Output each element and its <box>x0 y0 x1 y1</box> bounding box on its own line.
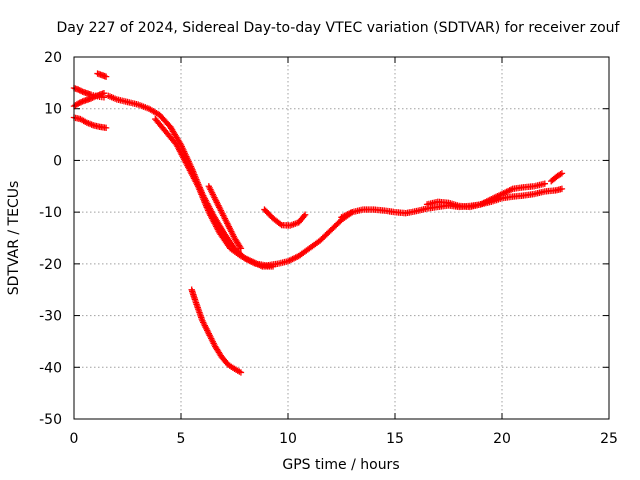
y-tick-label: -10 <box>39 205 62 221</box>
series-arc-9-lower-drop <box>188 286 245 376</box>
x-tick-label: 25 <box>600 431 618 447</box>
data-point <box>76 87 83 94</box>
series-arc-3-lower <box>70 114 110 132</box>
y-tick-label: 10 <box>44 102 62 118</box>
series-arc-4-short <box>94 70 110 80</box>
data-point <box>90 93 98 101</box>
series-arc-7-inner-descent <box>205 183 245 252</box>
data-point <box>75 86 82 93</box>
data-point <box>301 211 309 218</box>
data-point <box>558 185 566 193</box>
data-point <box>89 94 96 101</box>
data-point <box>558 170 566 177</box>
data-point <box>77 87 85 95</box>
x-tick-label: 0 <box>70 431 79 447</box>
y-tick-label: 20 <box>44 50 62 66</box>
data-point <box>87 95 95 102</box>
series-arc-8-recovery-segment <box>261 206 309 229</box>
x-tick-label: 10 <box>279 431 297 447</box>
data-point <box>76 99 83 107</box>
y-tick-label: -30 <box>39 309 62 325</box>
data-point <box>269 263 277 270</box>
data-point <box>236 243 244 251</box>
y-tick-label: -20 <box>39 257 62 273</box>
data-point <box>100 90 108 97</box>
x-tick-label: 5 <box>177 431 186 447</box>
x-axis-label: GPS time / hours <box>282 457 399 473</box>
data-points-layer <box>70 70 566 376</box>
series-arc-2-middle <box>70 90 108 110</box>
x-tick-label: 15 <box>386 431 404 447</box>
data-point <box>557 171 564 178</box>
data-point <box>77 98 85 106</box>
data-point <box>102 73 110 80</box>
x-tick-label: 20 <box>493 431 511 447</box>
data-point <box>276 220 284 228</box>
y-axis-label: SDTVAR / TECUs <box>6 181 22 296</box>
y-tick-label: -50 <box>39 412 62 428</box>
series-arc-12-end-segment <box>548 170 566 185</box>
series-arc-11-parallel-rise <box>423 180 548 211</box>
plot-frame <box>73 56 610 420</box>
series-arc-1-upper <box>70 84 108 101</box>
tick-layer: 0 5 10 15 20 25 20 10 0 -10 -20 -30 -40 -50 <box>39 50 618 447</box>
data-point <box>75 100 82 107</box>
y-tick-label: 0 <box>53 153 62 169</box>
grid-layer <box>74 57 609 419</box>
chart-title: Day 227 of 2024, Sidereal Day-to-day VTE… <box>57 20 621 36</box>
data-point <box>102 124 110 132</box>
series-arc-6-parallel-descent <box>152 115 277 270</box>
series-arc-5-main-descent <box>105 92 356 269</box>
data-point <box>237 245 245 252</box>
data-point <box>237 369 245 376</box>
data-point <box>300 212 308 220</box>
data-point <box>541 180 548 187</box>
y-tick-label: -40 <box>39 360 62 376</box>
